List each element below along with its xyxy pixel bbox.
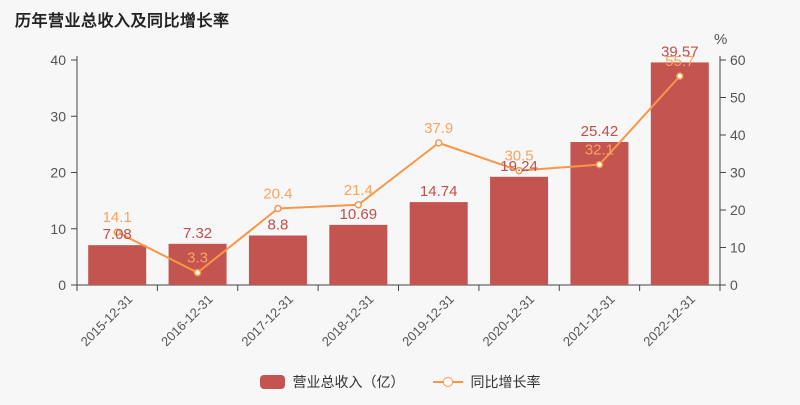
growth-value-label: 55.7	[665, 53, 694, 70]
revenue-value-label: 8.8	[268, 217, 289, 234]
revenue-bar	[88, 245, 147, 285]
right-axis-tick-label: 60	[730, 52, 746, 68]
x-axis-category-label: 2019-12-31	[399, 292, 457, 350]
revenue-value-label: 14.74	[420, 183, 458, 200]
x-axis-category-label: 2021-12-31	[560, 292, 618, 350]
growth-value-label: 37.9	[424, 120, 453, 137]
growth-point	[113, 228, 121, 236]
left-axis-tick-label: 20	[50, 165, 66, 181]
left-axis-tick-label: 30	[50, 108, 66, 124]
revenue-bar	[490, 176, 549, 285]
revenue-value-label: 25.42	[581, 123, 619, 140]
legend-item-revenue[interactable]: 营业总收入（亿）	[259, 372, 405, 392]
growth-value-label: 20.4	[263, 186, 292, 203]
revenue-bar	[650, 62, 709, 286]
legend: 营业总收入（亿） 同比增长率	[0, 369, 800, 395]
right-axis-tick-label: 50	[730, 90, 746, 106]
growth-point	[595, 160, 604, 169]
right-axis-unit-label: %	[714, 31, 727, 48]
revenue-value-label: 19.24	[500, 158, 538, 175]
chart-title: 历年营业总收入及同比增长率	[15, 13, 230, 30]
revenue-value-label: 10.69	[340, 206, 378, 223]
growth-point	[274, 204, 282, 213]
revenue-bar	[168, 243, 227, 285]
left-axis-tick-label: 40	[50, 52, 66, 68]
x-axis-category-label: 2015-12-31	[78, 292, 136, 350]
legend-label-growth: 同比增长率	[470, 374, 541, 390]
growth-value-label: 21.4	[344, 182, 373, 199]
growth-point	[354, 201, 363, 209]
growth-value-label: 32.1	[585, 142, 614, 159]
right-axis-tick-label: 40	[730, 127, 746, 143]
growth-line	[116, 75, 681, 274]
growth-value-label: 30.5	[504, 148, 533, 165]
x-axis-category-label: 2022-12-31	[640, 292, 698, 350]
revenue-bar	[409, 202, 468, 285]
growth-point	[676, 72, 684, 80]
growth-line-marker-icon	[432, 376, 463, 388]
right-axis-tick-label: 30	[730, 165, 746, 181]
growth-value-label: 3.3	[187, 250, 208, 267]
growth-point	[434, 139, 443, 147]
revenue-value-label: 7.32	[183, 225, 212, 242]
legend-label-revenue: 营业总收入（亿）	[292, 374, 405, 390]
revenue-value-label: 39.57	[661, 43, 699, 60]
right-axis-tick-label: 0	[730, 277, 738, 293]
growth-value-label: 14.1	[103, 209, 132, 226]
x-axis-category-label: 2018-12-31	[319, 292, 377, 350]
left-axis-tick-label: 10	[50, 221, 66, 237]
right-axis-tick-label: 20	[730, 202, 746, 218]
revenue-bar	[248, 235, 307, 285]
revenue-value-label: 7.08	[103, 226, 132, 243]
legend-item-growth[interactable]: 同比增长率	[432, 372, 541, 392]
growth-point	[515, 166, 523, 175]
revenue-bar-swatch-icon	[259, 375, 285, 389]
left-axis-tick-label: 0	[58, 277, 66, 293]
x-axis-category-label: 2016-12-31	[158, 292, 216, 350]
growth-point	[193, 268, 202, 277]
right-axis-tick-label: 10	[730, 240, 746, 256]
x-axis-category-label: 2020-12-31	[480, 292, 538, 350]
x-axis-category-label: 2017-12-31	[238, 292, 296, 350]
revenue-bar	[329, 224, 388, 285]
